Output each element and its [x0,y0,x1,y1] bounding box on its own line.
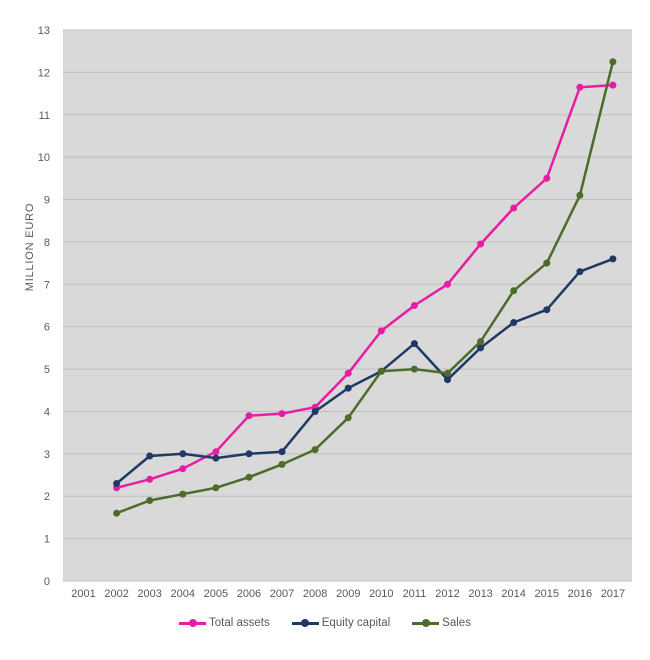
legend: Total assets Equity capital Sales [0,617,650,629]
data-point-marker [410,340,418,348]
data-point-marker [510,319,518,326]
data-point-marker [377,327,385,335]
data-point-marker [113,480,121,487]
data-point-marker [609,58,617,66]
data-point-marker [311,408,319,415]
x-tick-label: 2003 [137,588,161,600]
data-point-marker [278,448,286,456]
series-line-equity-capital [115,257,615,485]
data-point-marker [444,376,451,384]
data-point-marker [212,454,220,462]
data-point-marker [444,369,451,377]
data-point-marker [510,204,518,212]
legend-item-total-assets: Total assets [179,617,270,629]
data-point-marker [410,365,418,373]
data-point-marker [278,410,286,418]
y-tick-label: 11 [39,110,50,122]
data-point-marker [113,509,121,517]
data-point-marker [576,268,584,276]
legend-label: Sales [442,617,471,629]
x-tick-label: 2008 [303,588,327,600]
data-point-marker [609,81,617,89]
legend-label: Total assets [209,617,270,629]
y-tick-label: 6 [44,322,50,334]
x-tick-label: 2004 [171,588,195,600]
data-point-marker [576,191,584,199]
data-point-marker [179,465,187,473]
x-tick-label: 2009 [336,588,360,600]
data-point-marker [609,255,617,263]
x-tick-label: 2006 [237,588,261,600]
y-axis-title: MILLION EURO [24,202,36,292]
legend-dot-icon [188,619,197,627]
data-point-marker [377,367,385,375]
data-point-marker [344,369,352,377]
x-tick-label: 2002 [104,588,128,600]
series-line-total-assets [115,83,615,490]
data-point-marker [245,473,253,481]
legend-marker-icon [179,619,207,627]
data-point-marker [212,484,220,492]
data-point-marker [311,446,319,454]
legend-item-equity-capital: Equity capital [291,617,391,629]
legend-item-sales: Sales [412,617,471,629]
data-point-marker [179,450,187,458]
x-tick-label: 2015 [535,588,559,600]
plot-background [63,30,632,581]
data-point-marker [245,412,253,420]
y-tick-label: 8 [44,237,50,249]
x-tick-label: 2014 [501,588,525,600]
data-point-marker [344,384,352,392]
x-tick-label: 2012 [435,588,459,600]
x-tick-label: 2016 [568,588,592,600]
y-tick-label: 5 [44,364,50,376]
data-point-marker [477,344,485,352]
data-point-marker [510,287,518,295]
y-tick-label: 0 [44,576,50,588]
data-point-marker [543,306,551,314]
y-tick-label: 10 [38,152,50,164]
data-point-marker [576,83,584,91]
y-tick-label: 4 [44,406,50,418]
data-point-marker [146,475,154,483]
data-point-marker [444,280,451,288]
data-point-marker [245,450,253,458]
data-point-marker [543,174,551,182]
data-point-marker [477,240,485,248]
legend-marker-icon [291,619,319,627]
y-tick-label: 7 [44,279,50,291]
y-tick-label: 1 [44,534,50,546]
x-tick-label: 2011 [403,588,427,600]
legend-marker-icon [412,619,440,627]
data-point-marker [179,490,187,498]
x-tick-label: 2010 [369,588,393,600]
data-point-marker [543,259,551,267]
y-tick-label: 3 [44,449,50,461]
data-point-marker [212,448,220,456]
x-tick-label: 2017 [601,588,625,600]
y-tick-label: 13 [38,25,50,37]
x-tick-label: 2001 [71,588,95,600]
x-tick-label: 2013 [468,588,492,600]
data-point-marker [278,460,286,468]
legend-label: Equity capital [321,617,391,629]
legend-dot-icon [421,619,430,627]
legend-dot-icon [301,619,310,627]
x-tick-label: 2005 [204,588,228,600]
y-tick-label: 12 [38,67,50,79]
series-line-sales [115,60,615,515]
data-point-marker [344,414,352,422]
y-tick-label: 2 [44,491,50,503]
data-point-marker [410,302,418,309]
data-point-marker [477,338,485,345]
y-tick-label: 9 [44,195,50,207]
data-point-marker [146,452,154,460]
x-tick-label: 2007 [270,588,294,600]
data-point-marker [146,497,154,504]
